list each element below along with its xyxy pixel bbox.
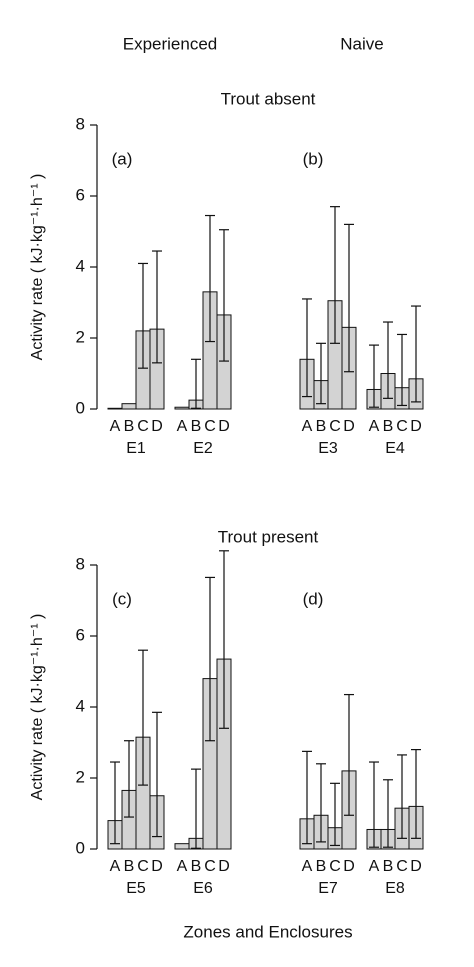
x-tick-label: A	[177, 418, 188, 435]
x-tick-label: C	[329, 418, 341, 435]
x-tick-label: C	[396, 858, 408, 875]
bar	[107, 407, 123, 410]
x-tick-label: C	[204, 418, 216, 435]
group-label: E4	[385, 440, 405, 457]
column-label: Naive	[340, 34, 383, 53]
y-axis-label: Activity rate ( kJ·kg⁻¹·h⁻¹ )	[29, 174, 46, 361]
x-tick-label: C	[137, 858, 149, 875]
y-tick-label: 0	[76, 838, 85, 857]
x-tick-label: D	[343, 858, 355, 875]
x-tick-label: B	[383, 858, 394, 875]
x-tick-label: B	[383, 418, 394, 435]
chart-title: Trout absent	[221, 89, 316, 108]
column-label: Experienced	[123, 34, 218, 53]
panel-label: (b)	[303, 149, 324, 168]
x-tick-label: A	[177, 858, 188, 875]
y-tick-label: 4	[76, 696, 85, 715]
y-tick-label: 8	[76, 554, 85, 573]
x-tick-label: B	[191, 858, 202, 875]
y-axis-label: Activity rate ( kJ·kg⁻¹·h⁻¹ )	[29, 614, 46, 801]
x-tick-label: A	[302, 858, 313, 875]
y-tick-label: 2	[76, 327, 85, 346]
group-label: E5	[126, 880, 146, 897]
x-tick-label: A	[369, 858, 380, 875]
chart-title: Trout present	[218, 527, 319, 546]
group-label: E3	[318, 440, 338, 457]
x-tick-label: A	[369, 418, 380, 435]
group-label: E8	[385, 880, 405, 897]
x-tick-label: C	[204, 858, 216, 875]
x-tick-label: D	[410, 418, 422, 435]
x-tick-label: A	[302, 418, 313, 435]
x-tick-label: B	[124, 418, 135, 435]
y-tick-label: 6	[76, 625, 85, 644]
x-tick-label: A	[110, 858, 121, 875]
y-tick-label: 4	[76, 256, 85, 275]
group-label: E2	[193, 440, 213, 457]
x-tick-label: B	[316, 418, 327, 435]
panel-label: (a)	[112, 149, 133, 168]
x-tick-label: D	[218, 858, 230, 875]
group-label: E7	[318, 880, 338, 897]
x-axis-label: Zones and Enclosures	[183, 922, 352, 941]
y-tick-label: 6	[76, 185, 85, 204]
x-tick-label: D	[151, 858, 163, 875]
panel-label: (c)	[112, 589, 132, 608]
bar	[174, 406, 190, 410]
y-tick-label: 8	[76, 114, 85, 133]
bar	[174, 843, 190, 850]
x-tick-label: B	[316, 858, 327, 875]
x-tick-label: C	[137, 418, 149, 435]
x-tick-label: D	[343, 418, 355, 435]
x-tick-label: C	[396, 418, 408, 435]
panel-label: (d)	[303, 589, 324, 608]
x-tick-label: D	[151, 418, 163, 435]
x-tick-label: A	[110, 418, 121, 435]
x-tick-label: D	[218, 418, 230, 435]
y-tick-label: 2	[76, 767, 85, 786]
x-tick-label: D	[410, 858, 422, 875]
group-label: E1	[126, 440, 146, 457]
x-tick-label: B	[124, 858, 135, 875]
x-tick-label: C	[329, 858, 341, 875]
group-label: E6	[193, 880, 213, 897]
y-tick-label: 0	[76, 398, 85, 417]
x-tick-label: B	[191, 418, 202, 435]
bar	[121, 403, 137, 410]
